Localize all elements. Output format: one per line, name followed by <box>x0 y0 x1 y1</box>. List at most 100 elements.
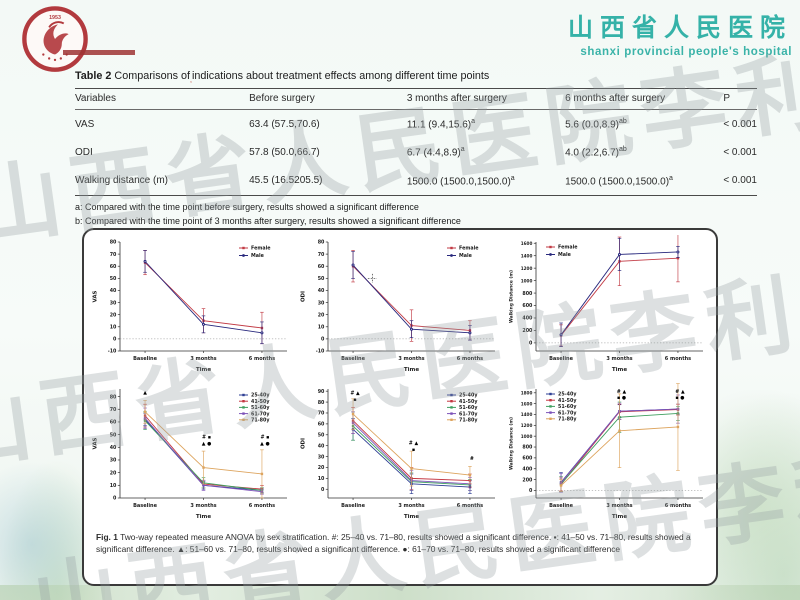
svg-text:61-70y: 61-70y <box>558 410 577 416</box>
table-cell: 1500.0 (1500.0,1500.0)a <box>565 166 724 197</box>
svg-text:1200: 1200 <box>521 266 533 271</box>
svg-text:6 months: 6 months <box>665 503 691 509</box>
svg-text:Walking Distance (m): Walking Distance (m) <box>509 270 515 323</box>
table-footnote-a: a: Compared with the time point before s… <box>75 202 419 213</box>
svg-text:3 months: 3 months <box>606 503 632 509</box>
table-cell: Walking distance (m) <box>75 166 250 197</box>
svg-text:ODI: ODI <box>301 291 307 302</box>
svg-text:Baseline: Baseline <box>133 356 158 362</box>
table-title-post: indications about treatment effects amon… <box>191 70 490 82</box>
svg-text:Baseline: Baseline <box>549 503 574 509</box>
svg-text:▪ ●: ▪ ● <box>675 395 684 401</box>
svg-text:10: 10 <box>318 324 325 330</box>
svg-text:▲: ▲ <box>143 390 147 396</box>
svg-text:80: 80 <box>318 400 325 406</box>
svg-text:6 months: 6 months <box>665 356 691 362</box>
svg-text:Time: Time <box>196 367 212 373</box>
svg-text:3 months: 3 months <box>190 503 216 509</box>
svg-text:Male: Male <box>459 253 473 259</box>
table-cell: 63.4 (57.5,70.6) <box>249 118 320 130</box>
table-header-row: Variables Before surgery 3 months after … <box>75 88 757 111</box>
svg-text:30: 30 <box>110 458 117 464</box>
svg-text:20: 20 <box>110 470 117 476</box>
svg-text:10: 10 <box>110 483 117 489</box>
svg-text:51-60y: 51-60y <box>459 405 478 411</box>
figure-panel: -10 0 10 20 30 40 50 60 70 80 Baseline 3 months 6 mo… <box>82 228 718 586</box>
svg-text:Time: Time <box>404 367 420 373</box>
chart-odi-by-age: 0 10 20 30 40 50 60 70 80 90 Baseline 3 months 6 mon… <box>296 382 504 529</box>
table-row: Walking distance (m) 45.5 (16.5205.5) 1500… <box>75 166 757 197</box>
svg-text:25-40y: 25-40y <box>558 392 577 398</box>
svg-text:1400: 1400 <box>521 253 533 258</box>
svg-text:Time: Time <box>612 367 628 373</box>
table-row: VAS 63.4 (57.5,70.6) 11.1 (9.4,15.6)a 5.6 (… <box>75 110 757 139</box>
svg-text:▪: ▪ <box>412 448 415 453</box>
table-cell: 11.1 (9.4,15.6)a <box>406 118 476 131</box>
chart-walking-distance-by-age: 0 200 400 600 800 1000 1200 1400 1600 1800 Baselin… <box>504 382 712 529</box>
svg-text:600: 600 <box>522 456 533 462</box>
table-cell: 57.8 (50.0,66.7) <box>249 147 320 159</box>
table-cell: ODI <box>75 147 93 159</box>
svg-text:70: 70 <box>110 252 117 258</box>
svg-text:71-80y: 71-80y <box>459 418 478 424</box>
svg-text:1600: 1600 <box>521 241 533 246</box>
svg-text:1000: 1000 <box>521 434 533 439</box>
column-header-6-months: 6 months after surgery <box>565 88 724 111</box>
svg-text:1200: 1200 <box>521 423 533 428</box>
table-title: Table 2 Comparisons of,indications about… <box>75 70 757 84</box>
svg-text:3 months: 3 months <box>606 356 632 362</box>
table-cell: 5.6 (0.0,8.9)ab <box>565 118 627 131</box>
svg-text:61-70y: 61-70y <box>251 411 270 417</box>
svg-text:Baseline: Baseline <box>341 356 366 362</box>
charts-grid: -10 0 10 20 30 40 50 60 70 80 Baseline 3 months 6 mo… <box>84 230 716 529</box>
svg-text:1000: 1000 <box>521 278 533 283</box>
table-cell: < 0.001 <box>723 147 757 159</box>
svg-text:40: 40 <box>318 288 325 294</box>
svg-text:1800: 1800 <box>521 390 533 395</box>
svg-text:800: 800 <box>522 445 533 451</box>
svg-text:0: 0 <box>529 341 533 347</box>
column-header-before-surgery: Before surgery <box>249 88 407 111</box>
svg-text:▲ ●: ▲ ● <box>260 441 270 447</box>
hospital-logo-icon: 1953 <box>22 6 88 72</box>
svg-text:0: 0 <box>113 496 117 502</box>
table-cell: 45.5 (16.5205.5) <box>249 166 407 197</box>
figure-caption: Fig. 1 Two-way repeated measure ANOVA by… <box>84 529 716 556</box>
svg-text:Male: Male <box>558 252 572 258</box>
svg-text:Male: Male <box>251 253 265 259</box>
svg-text:3 months: 3 months <box>190 356 216 362</box>
svg-text:3 months: 3 months <box>398 356 424 362</box>
svg-text:0: 0 <box>321 337 325 343</box>
svg-text:10: 10 <box>110 324 117 330</box>
svg-text:Baseline: Baseline <box>133 503 158 509</box>
table-cell: < 0.001 <box>723 118 757 130</box>
svg-text:-10: -10 <box>316 349 325 355</box>
table-section: Table 2 Comparisons of,indications about… <box>75 70 757 228</box>
hospital-name-block: 山西省人民医院 shanxi provincial people's hospi… <box>568 8 792 58</box>
svg-text:70: 70 <box>318 252 325 258</box>
svg-text:41-50y: 41-50y <box>459 399 478 405</box>
svg-text:40: 40 <box>318 443 325 449</box>
red-artifact-mark: , <box>190 77 192 85</box>
table-title-pre: Comparisons of <box>114 70 191 82</box>
svg-text:Walking Distance (m): Walking Distance (m) <box>509 417 515 470</box>
svg-text:40: 40 <box>110 445 117 451</box>
svg-text:50: 50 <box>110 276 117 282</box>
svg-text:# ▲: # ▲ <box>617 389 627 395</box>
svg-text:61-70y: 61-70y <box>459 411 478 417</box>
svg-text:90: 90 <box>318 389 325 395</box>
svg-text:25-40y: 25-40y <box>251 393 270 399</box>
svg-text:71-80y: 71-80y <box>251 418 270 424</box>
svg-text:6 months: 6 months <box>249 356 275 362</box>
results-table: Variables Before surgery 3 months after … <box>75 88 757 197</box>
chart-odi-by-sex: -10 0 10 20 30 40 50 60 70 80 Baseline 3 months 6 mo… <box>296 235 504 382</box>
svg-text:60: 60 <box>318 264 325 270</box>
svg-text:51-60y: 51-60y <box>251 405 270 411</box>
chart-walking-distance-by-sex: 0 200 400 600 800 1000 1200 1400 1600 Baseline 3 m… <box>504 235 712 382</box>
hospital-name-en: shanxi provincial people's hospital <box>580 46 792 58</box>
svg-text:Time: Time <box>404 514 420 520</box>
svg-text:Baseline: Baseline <box>549 356 574 362</box>
svg-text:▪: ▪ <box>353 398 356 403</box>
svg-text:VAS: VAS <box>93 437 99 449</box>
